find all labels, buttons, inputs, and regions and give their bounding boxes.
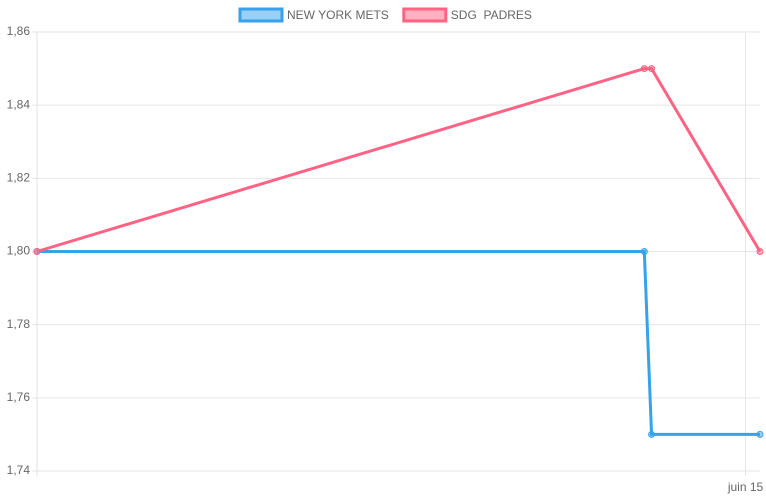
y-tick-label: 1,84 [7, 97, 31, 111]
point [648, 65, 656, 73]
point [33, 248, 41, 255]
legend-swatch [238, 7, 284, 23]
point [640, 65, 648, 73]
point [756, 430, 764, 438]
y-tick-label: 1,80 [7, 244, 31, 258]
legend-label: NEW YORK METS [287, 8, 389, 22]
point [756, 248, 764, 255]
y-tick-label: 1,74 [7, 463, 31, 477]
point [648, 430, 656, 438]
legend-label: SDG PADRES [451, 8, 532, 22]
y-tick-label: 1,82 [7, 171, 31, 185]
y-tick-label: 1,86 [7, 24, 31, 38]
series-line [36, 67, 762, 253]
legend-swatch [402, 7, 448, 23]
x-tick-label: juin 15 [727, 480, 764, 494]
series-line [37, 250, 760, 436]
y-tick-label: 1,78 [7, 317, 31, 331]
point [640, 248, 648, 255]
y-tick-label: 1,76 [7, 390, 31, 404]
